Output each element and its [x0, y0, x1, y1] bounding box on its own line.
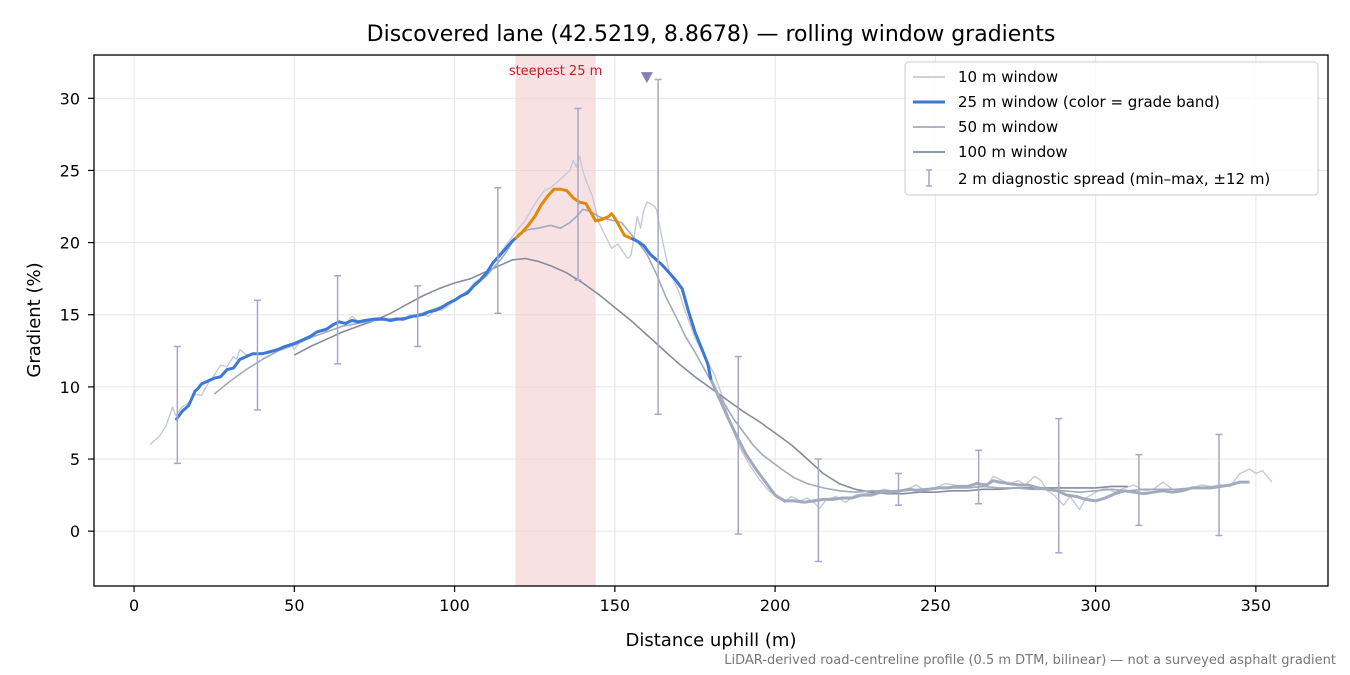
legend-label-25m: 25 m window (color = grade band) — [958, 93, 1220, 111]
steepest-marker-triangle — [640, 72, 653, 84]
legend-label-10m: 10 m window — [958, 68, 1058, 86]
series-lines — [149, 155, 1273, 511]
errorbar — [253, 299, 261, 411]
y-tick-label: 0 — [70, 522, 80, 541]
errorbar — [494, 187, 502, 315]
errorbar — [173, 345, 181, 465]
errorbar — [975, 449, 983, 505]
errorbar — [1135, 453, 1143, 527]
axis-ticks: 0 50 100 150 200 250 300 350 0 5 10 15 20 25 30 — [60, 89, 1272, 615]
chart-title: Discovered lane (42.5219, 8.8678) — roll… — [367, 22, 1056, 47]
legend: 10 m window 25 m window (color = grade b… — [904, 61, 1319, 196]
x-tick-label: 250 — [920, 596, 951, 615]
x-tick-label: 300 — [1080, 596, 1111, 615]
errorbar — [1215, 433, 1223, 537]
plot-frame — [93, 54, 1329, 587]
x-tick-label: 50 — [284, 596, 304, 615]
errorbar — [814, 458, 822, 563]
x-axis-label: Distance uphill (m) — [626, 630, 797, 651]
legend-box — [904, 61, 1319, 196]
series-line-25m-blue — [630, 236, 713, 380]
x-tick-label: 0 — [129, 596, 139, 615]
legend-label-spread: 2 m diagnostic spread (min–max, ±12 m) — [958, 170, 1270, 188]
x-tick-label: 350 — [1241, 596, 1272, 615]
series-line-25m-orange — [514, 187, 632, 240]
footnote: LiDAR-derived road-centreline profile (0… — [724, 653, 1336, 668]
y-tick-label: 20 — [60, 234, 80, 253]
legend-label-50m: 50 m window — [958, 118, 1058, 136]
y-tick-label: 30 — [60, 89, 80, 108]
errorbar — [414, 285, 422, 348]
x-tick-label: 200 — [760, 596, 791, 615]
y-axis-label: Gradient (%) — [24, 262, 45, 377]
errorbar — [734, 355, 742, 535]
errorbar — [1055, 417, 1063, 554]
series-line-100m — [293, 257, 1128, 495]
y-tick-label: 25 — [60, 161, 80, 180]
legend-label-100m: 100 m window — [958, 143, 1068, 161]
errorbar — [334, 275, 342, 365]
x-tick-label: 100 — [439, 596, 470, 615]
legend-swatch-spread — [926, 169, 932, 187]
y-tick-label: 10 — [60, 378, 80, 397]
y-tick-label: 15 — [60, 306, 80, 325]
x-tick-label: 150 — [600, 596, 631, 615]
steepest-window-band — [515, 55, 596, 586]
errorbar — [654, 78, 662, 416]
y-tick-label: 5 — [70, 450, 80, 469]
errorbar — [895, 472, 903, 506]
steepest-window-label: steepest 25 m — [509, 64, 602, 79]
series-line-25m-blue — [174, 237, 517, 421]
diagnostic-spread-errorbars — [173, 78, 1223, 563]
errorbar — [574, 107, 582, 281]
series-line-25m-grey — [709, 379, 1250, 504]
